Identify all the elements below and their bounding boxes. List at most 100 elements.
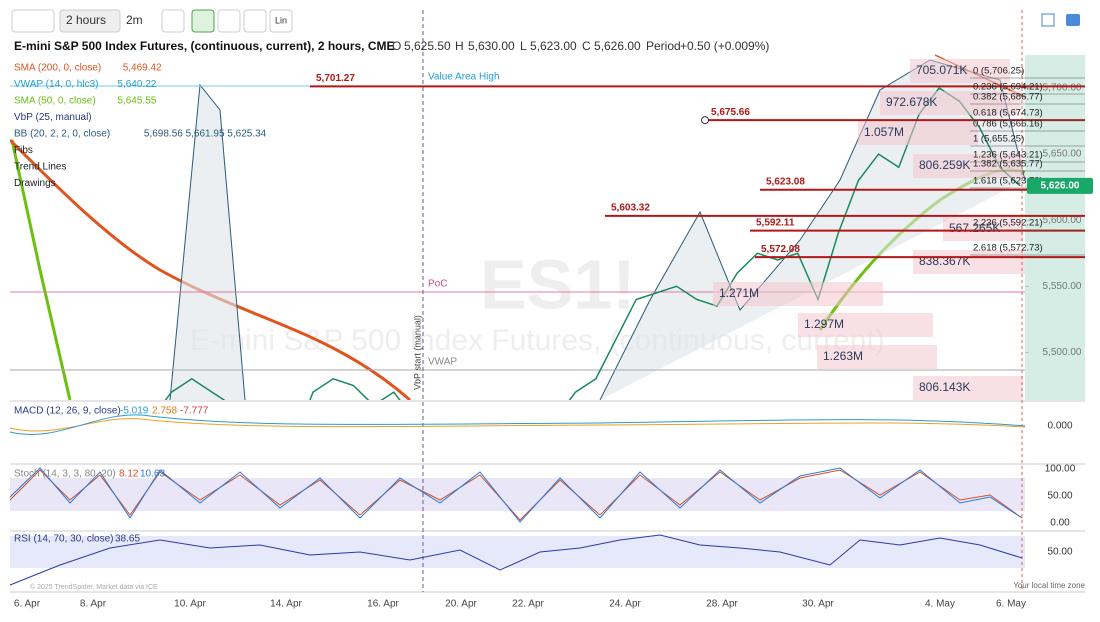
fib-label: 0.382 (5,686.77) (973, 92, 1043, 103)
x-tick-label: 14. Apr (270, 599, 302, 610)
volume-box (913, 376, 1023, 400)
price-level-label: 5,572.08 (761, 244, 800, 255)
sma200 (10, 138, 411, 400)
x-tick-label: 20. Apr (445, 599, 477, 610)
open: 5,625.50 (404, 39, 451, 53)
legend-name: VWAP (14, 0, hlc3) (14, 79, 98, 90)
stoch-band (10, 478, 1025, 511)
fib-label: 2.236 (5,592.21) (973, 218, 1043, 229)
price-level-label: 5,592.11 (756, 217, 795, 228)
x-tick-label: 8. Apr (80, 599, 107, 610)
volume-label: 1.297M (804, 317, 844, 331)
volume-box (880, 91, 1020, 115)
timezone: Your local time zone (1013, 581, 1085, 590)
last-price-label: 5,626.00 (1041, 180, 1080, 191)
interval-select[interactable] (59, 9, 121, 33)
volume-label: 806.143K (919, 380, 970, 394)
fib-label: 1.236 (5,643.21) (973, 150, 1043, 161)
x-tick-label: 16. Apr (367, 599, 399, 610)
fib-label: 1.618 (5,623.73) (973, 176, 1043, 187)
stoch-name: Stoch (14, 3, 3, 80, 20) (14, 469, 116, 480)
x-tick-label: 22. Apr (512, 599, 544, 610)
fullscreen-button[interactable] (1041, 13, 1055, 27)
volume-label: 567.265K (949, 221, 1000, 235)
legend-name: SMA (50, 0, close) (14, 96, 96, 107)
replay-button[interactable] (217, 9, 241, 33)
stoch-k (9, 467, 1023, 523)
legend-name: SMA (200, 0, close) (14, 63, 101, 74)
close: 5,626.00 (594, 39, 641, 53)
high: 5,630.00 (468, 39, 515, 53)
y-tick-label: 5,700.00 (1043, 83, 1082, 94)
value-area-high-label: Value Area High (428, 72, 500, 83)
rsi-axis-label: 50.00 (1047, 547, 1072, 558)
y-tick-label: 5,650.00 (1043, 149, 1082, 160)
volume-box (913, 250, 1025, 274)
volume-box (713, 282, 883, 306)
sma50-left (10, 139, 72, 400)
level-anchor (701, 116, 709, 125)
x-tick-label: 24. Apr (609, 599, 641, 610)
volume-label: 1.263M (823, 349, 863, 363)
fib-label: 0.786 (5,666.16) (973, 119, 1043, 130)
x-tick-label: 6. May (996, 599, 1026, 610)
price-line (164, 86, 1021, 400)
macd-signal (9, 418, 1026, 432)
volume-box (817, 345, 937, 369)
chart-type-button[interactable] (11, 9, 55, 33)
rsi-value: 38.65 (115, 534, 140, 545)
y-tick-label: 5,600.00 (1043, 215, 1082, 226)
interval[interactable]: 2 hours (66, 13, 106, 27)
fib-label: 1 (5,655.25) (973, 134, 1024, 145)
copyright: © 2025 TrendSpider. Market data via ICE (30, 583, 158, 591)
fib-label: 0.618 (5,674.73) (973, 108, 1043, 119)
poc-label: PoC (428, 279, 447, 290)
stoch-axis-label: 0.00 (1050, 518, 1070, 529)
instrument-title: E-mini S&P 500 Index Futures, (continuou… (14, 39, 395, 53)
x-tick-label: 10. Apr (174, 599, 206, 610)
legend-name: BB (20, 2, 2, 0, close) (14, 129, 110, 140)
volume-label: 705.071K (916, 63, 967, 77)
header: E-mini S&P 500 Index Futures, (continuou… (14, 39, 769, 53)
watermark: ES1! (480, 245, 636, 323)
macd-signal-value: 2.758 (152, 406, 177, 417)
period-label: Period (646, 39, 681, 53)
volume-box (858, 121, 978, 145)
crosshair-button[interactable] (243, 9, 267, 33)
settings-button[interactable] (161, 9, 185, 33)
macd-hist-value: -7.777 (180, 406, 209, 417)
close-label: C (582, 39, 591, 53)
open-label: O (392, 39, 401, 53)
x-tick-label: 4. May (925, 599, 955, 610)
volume-label: 972.678K (886, 95, 937, 109)
low: 5,623.00 (530, 39, 577, 53)
legend-value: 5,698.56 5,661.95 5,625.34 (144, 129, 267, 140)
legend-name: Trend Lines (14, 162, 66, 173)
legend-name: Drawings (14, 178, 56, 189)
interval-short[interactable]: 2m (126, 13, 143, 27)
snapshot-button[interactable] (1066, 14, 1080, 26)
price-level-label: 5,623.08 (766, 176, 805, 187)
stoch-value: 10.63 (140, 469, 165, 480)
rsi-line (9, 534, 1023, 586)
vwap-label: VWAP (428, 357, 457, 368)
legend-name: Fibs (14, 145, 33, 156)
legend-value: 5,645.55 (117, 96, 156, 107)
tool-button[interactable] (191, 9, 215, 33)
y-tick-label: 5,550.00 (1043, 281, 1082, 292)
profile-shade (1025, 55, 1085, 400)
volume-label: 1.271M (719, 286, 759, 300)
volume-box (910, 59, 1010, 83)
scale[interactable]: Lin (275, 15, 287, 25)
macd-line (9, 414, 1026, 435)
fib-label: 1.382 (5,635.77) (973, 159, 1043, 170)
volume-box (798, 313, 933, 337)
legend-value: 5,640.22 (117, 79, 156, 90)
scale-button[interactable] (269, 9, 293, 33)
price-level-label: 5,675.66 (711, 107, 750, 118)
stoch-axis-label: 50.00 (1047, 491, 1072, 502)
stoch-value: 8.12 (119, 469, 139, 480)
volume-label: 1.057M (864, 125, 904, 139)
fib-label: 0 (5,706.25) (973, 66, 1024, 77)
